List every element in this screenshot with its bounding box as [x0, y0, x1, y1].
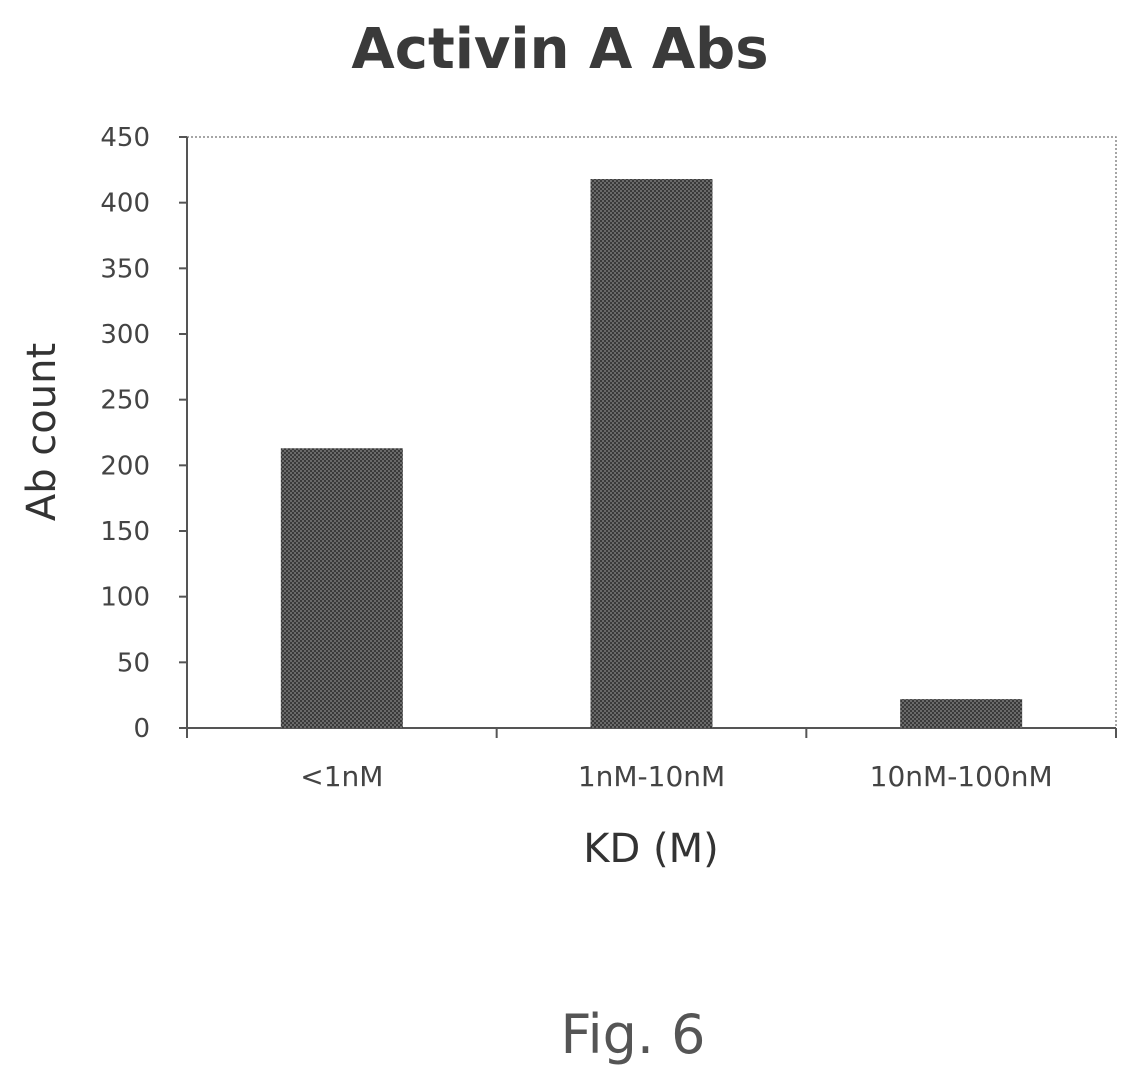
y-ticks: 0 50 100 150 200 250 300 350 400 450: [100, 123, 187, 744]
bar-1: [280, 448, 403, 728]
bars: [280, 179, 1023, 728]
x-tick-label: 1nM-10nM: [578, 760, 725, 793]
y-tick-label: 150: [100, 517, 150, 547]
x-tick-label: <1nM: [300, 760, 383, 793]
y-tick-label: 400: [100, 189, 150, 219]
x-tick-label: 10nM-100nM: [870, 760, 1053, 793]
bar-3: [900, 699, 1023, 728]
y-axis-title: Ab count: [19, 343, 65, 521]
figure-label: Fig. 6: [560, 1003, 705, 1066]
chart-title: Activin A Abs: [351, 17, 768, 82]
y-tick-label: 50: [117, 648, 150, 678]
bar-2: [590, 179, 713, 728]
y-tick-label: 300: [100, 320, 150, 350]
x-ticks: <1nM 1nM-10nM 10nM-100nM: [186, 728, 1117, 793]
y-tick-label: 350: [100, 254, 150, 284]
y-tick-label: 450: [100, 123, 150, 153]
y-tick-label: 0: [133, 714, 150, 744]
y-tick-label: 100: [100, 583, 150, 613]
x-axis-title: KD (M): [583, 826, 718, 872]
y-tick-label: 250: [100, 386, 150, 416]
y-tick-label: 200: [100, 451, 150, 481]
